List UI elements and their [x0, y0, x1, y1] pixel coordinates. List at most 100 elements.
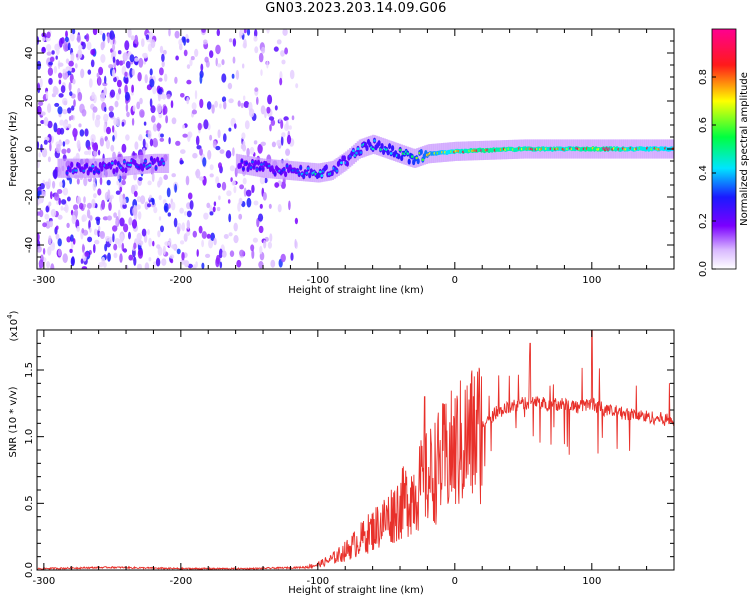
spectrogram-cell — [179, 43, 183, 51]
spectrogram-cell — [203, 212, 209, 220]
spectrogram-cell — [264, 177, 268, 184]
spectrogram-cell — [266, 106, 271, 114]
spectrogram-ridge — [345, 160, 349, 167]
spectrogram-xlabel: Height of straight line (km) — [288, 285, 424, 296]
spectrogram-cell — [87, 149, 92, 156]
spectrogram-cell — [195, 168, 201, 179]
spectrogram-cell — [118, 60, 124, 66]
spectrogram-cell — [42, 222, 47, 228]
spectrogram-cell — [97, 149, 101, 156]
spectrogram-cell — [87, 146, 91, 151]
spectrogram-cell — [280, 135, 284, 146]
x-tick-label: 0 — [452, 275, 458, 286]
spectrogram-cell — [115, 219, 119, 226]
spectrogram-ridge-core — [335, 169, 339, 173]
spectrogram-halo — [285, 160, 288, 180]
spectrogram-cell — [162, 93, 167, 100]
spectrogram-cell — [243, 101, 250, 108]
spectrogram-cell — [253, 200, 259, 206]
spectrogram-cell — [270, 259, 276, 268]
spectrogram-halo — [76, 158, 79, 178]
spectrogram-cell — [192, 152, 198, 159]
spectrogram-ridge-core — [320, 174, 324, 177]
spectrogram-cell — [37, 245, 42, 253]
spectrogram-cell — [58, 79, 62, 85]
spectrogram-cell — [94, 239, 100, 245]
spectrogram-cell — [58, 197, 61, 206]
spectrogram-cell — [198, 176, 204, 181]
spectrogram-cell — [128, 231, 131, 240]
spectrogram-cell — [266, 29, 270, 34]
spectrogram-ridge-core — [352, 149, 355, 153]
spectrogram-cell — [87, 69, 92, 75]
spectrogram-cell — [46, 31, 51, 39]
spectrogram-cell — [132, 206, 138, 216]
spectrogram-cell — [284, 47, 288, 55]
spectrogram-cell — [136, 204, 141, 210]
spectrogram-ridge-core — [252, 165, 256, 169]
spectrogram-cell — [95, 114, 101, 121]
spectrogram-cell — [37, 82, 40, 91]
spectrogram-cell — [164, 73, 168, 82]
spectrogram-cell — [69, 66, 72, 72]
spectrogram-halo — [71, 158, 74, 178]
spectrogram-cell — [186, 64, 191, 69]
spectrogram-cell — [221, 59, 225, 66]
spectrogram-cell — [62, 41, 69, 52]
spectrogram-ridge — [124, 167, 128, 174]
spectrogram-cell — [79, 129, 85, 137]
spectrogram-cell — [162, 245, 166, 256]
x-tick-label: 0 — [452, 576, 458, 587]
spectrogram-cell — [108, 64, 114, 69]
spectrogram-ridge-core — [65, 171, 69, 175]
spectrogram-cell — [64, 36, 69, 43]
spectrogram-cell — [81, 228, 85, 234]
y-tick-label: 20 — [24, 95, 35, 108]
spectrogram-cell — [183, 49, 188, 57]
spectrogram-cell — [223, 133, 227, 143]
spectrogram-ridge-core — [398, 148, 402, 152]
spectrogram-cell — [148, 257, 152, 262]
spectrogram-ridge-core — [89, 168, 93, 171]
spectrogram-ridge-core — [150, 157, 153, 161]
spectrogram-cell — [37, 159, 40, 169]
colorbar-tick-label: 0.4 — [698, 165, 709, 181]
spectrogram-cell — [158, 195, 162, 201]
spectrogram-cell — [110, 144, 115, 152]
spectrogram-cell — [134, 57, 139, 62]
spectrogram-cell — [254, 87, 259, 92]
spectrogram-halo — [241, 154, 244, 175]
spectrogram-cell — [216, 182, 221, 189]
spectrogram-cell — [153, 206, 158, 214]
spectrogram-cell — [167, 212, 171, 217]
spectrogram-cell — [180, 149, 186, 155]
spectrogram-ridge-core — [273, 172, 277, 176]
spectrogram-cell — [206, 202, 211, 209]
spectrogram-cell — [234, 123, 237, 129]
spectrogram-cell — [66, 222, 70, 228]
spectrogram-cell — [47, 103, 52, 114]
spectrogram-cell — [80, 258, 84, 265]
spectrogram-cell — [47, 120, 53, 129]
spectrogram-ridge-core — [319, 170, 322, 174]
spectrogram-cell — [164, 241, 170, 247]
spectrogram-cell — [161, 60, 165, 68]
spectrogram-cell — [246, 197, 252, 208]
spectrogram-cell — [260, 141, 267, 146]
spectrogram-cell — [37, 199, 42, 204]
spectrogram-cell — [62, 141, 66, 147]
spectrogram-cell — [136, 232, 142, 242]
spectrogram-cell — [109, 89, 116, 98]
spectrogram-cell — [41, 148, 48, 158]
spectrogram-cell — [137, 72, 142, 82]
spectrogram-cell — [44, 213, 50, 220]
spectrogram-cell — [152, 240, 155, 247]
spectrogram-cell — [112, 68, 116, 79]
spectrogram-marks — [37, 29, 674, 269]
spectrogram-cell — [108, 202, 112, 211]
spectrogram-cell — [198, 225, 203, 234]
spectrogram-cell — [90, 134, 96, 143]
spectrogram-cell — [162, 49, 167, 55]
spectrogram-cell — [44, 181, 50, 186]
spectrogram-cell — [124, 40, 130, 51]
